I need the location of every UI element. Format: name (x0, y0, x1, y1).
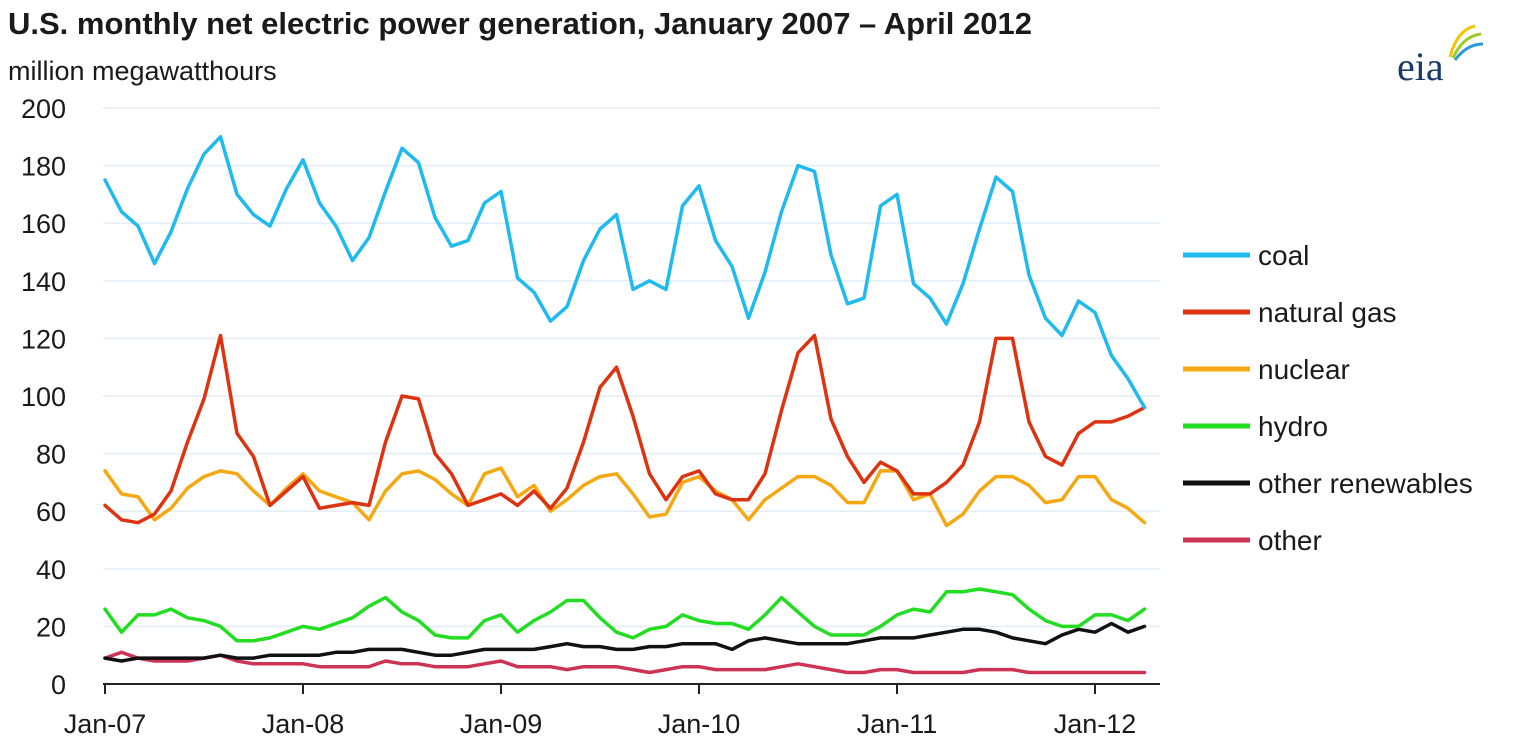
legend-item-other: other (1183, 525, 1322, 556)
legend-label: natural gas (1258, 297, 1397, 328)
legend: coal natural gas nuclear hydro other renewab… (1183, 240, 1473, 556)
series-line-hydro (103, 587, 1147, 643)
y-tick-label: 0 (51, 670, 66, 700)
series-lines (103, 135, 1147, 675)
legend-item-other-renewables: other renewables (1183, 468, 1473, 499)
y-tick-label: 200 (21, 94, 66, 124)
legend-label: other renewables (1258, 468, 1473, 499)
x-tick-label: Jan-07 (64, 709, 147, 739)
y-tick-label: 40 (36, 555, 66, 585)
legend-item-coal: coal (1183, 240, 1309, 271)
legend-item-natural-gas: natural gas (1183, 297, 1397, 328)
logo-wordmark: eia (1397, 44, 1444, 89)
logo-rays (1448, 24, 1484, 61)
series-line-coal (103, 135, 1147, 410)
legend-item-hydro: hydro (1183, 411, 1328, 442)
series-line-other (103, 650, 1147, 675)
y-tick-label: 100 (21, 382, 66, 412)
y-tick-label: 80 (36, 440, 66, 470)
y-tick-label: 120 (21, 324, 66, 354)
legend-label: coal (1258, 240, 1309, 271)
y-tick-label: 20 (36, 612, 66, 642)
x-tick-label: Jan-10 (658, 709, 741, 739)
legend-label: nuclear (1258, 354, 1350, 385)
grid-lines (103, 107, 1160, 628)
legend-label: hydro (1258, 411, 1328, 442)
series-line-other-renewables (103, 621, 1147, 663)
y-tick-label: 140 (21, 267, 66, 297)
y-tick-label: 180 (21, 152, 66, 182)
page-title: U.S. monthly net electric power generati… (8, 6, 1032, 41)
x-tick-label: Jan-08 (262, 709, 345, 739)
legend-label: other (1258, 525, 1322, 556)
y-axis-label: million megawatthours (8, 56, 277, 86)
y-tick-label: 60 (36, 497, 66, 527)
legend-item-nuclear: nuclear (1183, 354, 1350, 385)
x-tick-label: Jan-12 (1054, 709, 1137, 739)
y-tick-label: 160 (21, 209, 66, 239)
x-tick-label: Jan-11 (857, 709, 938, 739)
y-axis-ticks: 0 20 40 60 80 100 120 140 160 180 200 (21, 94, 66, 700)
eia-logo-icon: eia (1397, 24, 1484, 89)
x-axis-ticks: Jan-07 Jan-08 Jan-09 Jan-10 Jan-11 Jan-12 (64, 684, 1137, 739)
series-line-natural-gas (103, 333, 1147, 525)
x-tick-label: Jan-09 (460, 709, 543, 739)
